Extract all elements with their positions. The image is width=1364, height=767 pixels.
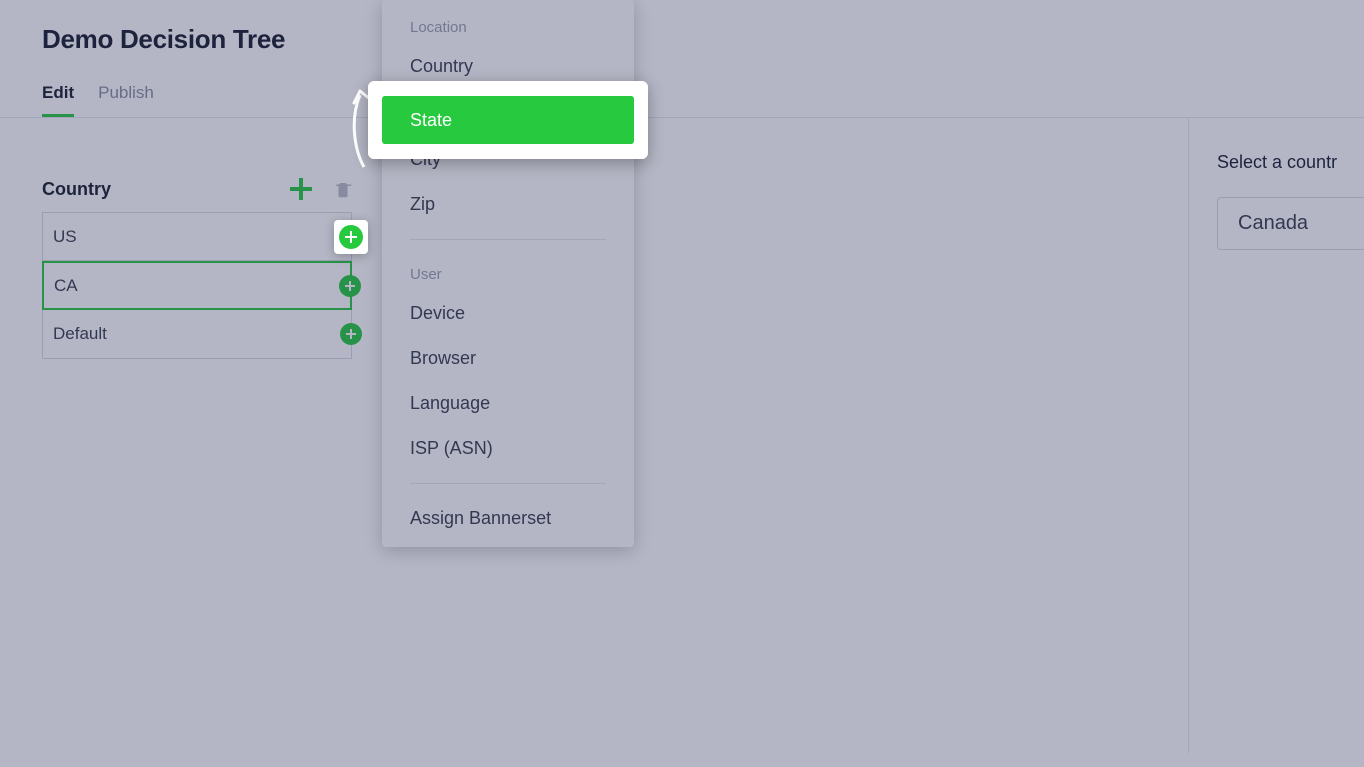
trash-icon[interactable]: [334, 178, 352, 200]
tree-panel: Country US CA Default: [42, 178, 352, 359]
page-header: Demo Decision Tree: [0, 0, 1364, 67]
country-select[interactable]: Canada: [1217, 197, 1364, 250]
tree-header-actions: [290, 178, 352, 200]
dropdown-section-label: User: [382, 252, 634, 291]
side-panel: Select a countr Canada: [1188, 118, 1364, 753]
plus-icon: [339, 225, 363, 249]
tree-row-ca[interactable]: CA: [42, 261, 352, 310]
add-child-button[interactable]: [340, 323, 362, 345]
page-title: Demo Decision Tree: [42, 24, 1322, 55]
add-child-button[interactable]: [339, 275, 361, 297]
add-child-button-highlighted[interactable]: [334, 220, 368, 254]
dropdown-item-isp[interactable]: ISP (ASN): [382, 426, 634, 471]
dropdown-section-label: Location: [382, 5, 634, 44]
dropdown-divider: [410, 239, 606, 240]
tree-header: Country: [42, 178, 352, 200]
dropdown-item-device[interactable]: Device: [382, 291, 634, 336]
tree-row-us[interactable]: US: [42, 212, 352, 261]
dropdown-item-language[interactable]: Language: [382, 381, 634, 426]
dropdown-item-zip[interactable]: Zip: [382, 182, 634, 227]
tree-row-label: CA: [54, 276, 78, 296]
dropdown-item-assign-bannerset[interactable]: Assign Bannerset: [382, 496, 634, 541]
tab-edit[interactable]: Edit: [42, 83, 74, 117]
tree-row-label: US: [53, 227, 77, 247]
tree-row-default[interactable]: Default: [42, 310, 352, 359]
plus-icon[interactable]: [290, 178, 312, 200]
tree-header-title: Country: [42, 179, 111, 200]
dropdown-highlight-wrap: State: [368, 81, 648, 159]
tab-publish[interactable]: Publish: [98, 83, 154, 117]
dropdown-item-state[interactable]: State: [382, 96, 634, 144]
dropdown-divider: [410, 483, 606, 484]
dropdown-item-browser[interactable]: Browser: [382, 336, 634, 381]
tabs: Edit Publish: [0, 67, 1364, 118]
content-area: Country US CA Default: [0, 118, 1364, 753]
side-panel-title: Select a countr: [1217, 152, 1364, 173]
tree-rows: US CA Default: [42, 212, 352, 359]
tree-row-label: Default: [53, 324, 107, 344]
